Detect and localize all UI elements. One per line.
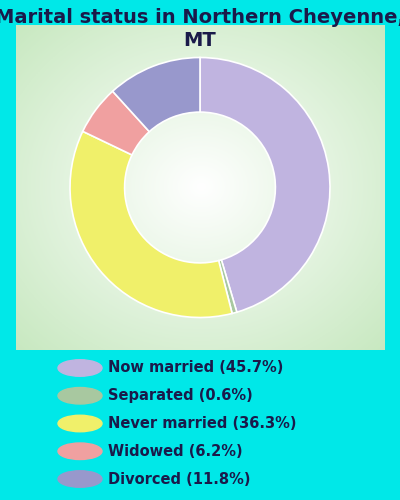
Circle shape <box>58 388 102 404</box>
Text: Marital status in Northern Cheyenne,
MT: Marital status in Northern Cheyenne, MT <box>0 8 400 50</box>
Wedge shape <box>219 260 237 314</box>
Circle shape <box>58 415 102 432</box>
Text: Widowed (6.2%): Widowed (6.2%) <box>108 444 243 459</box>
Text: Divorced (11.8%): Divorced (11.8%) <box>108 472 250 486</box>
Wedge shape <box>200 58 330 312</box>
Wedge shape <box>113 58 200 132</box>
Wedge shape <box>70 132 232 318</box>
Text: Never married (36.3%): Never married (36.3%) <box>108 416 296 431</box>
Circle shape <box>58 443 102 460</box>
Circle shape <box>58 471 102 487</box>
Text: Separated (0.6%): Separated (0.6%) <box>108 388 253 403</box>
Circle shape <box>58 360 102 376</box>
Text: Now married (45.7%): Now married (45.7%) <box>108 360 283 376</box>
Wedge shape <box>83 91 149 155</box>
